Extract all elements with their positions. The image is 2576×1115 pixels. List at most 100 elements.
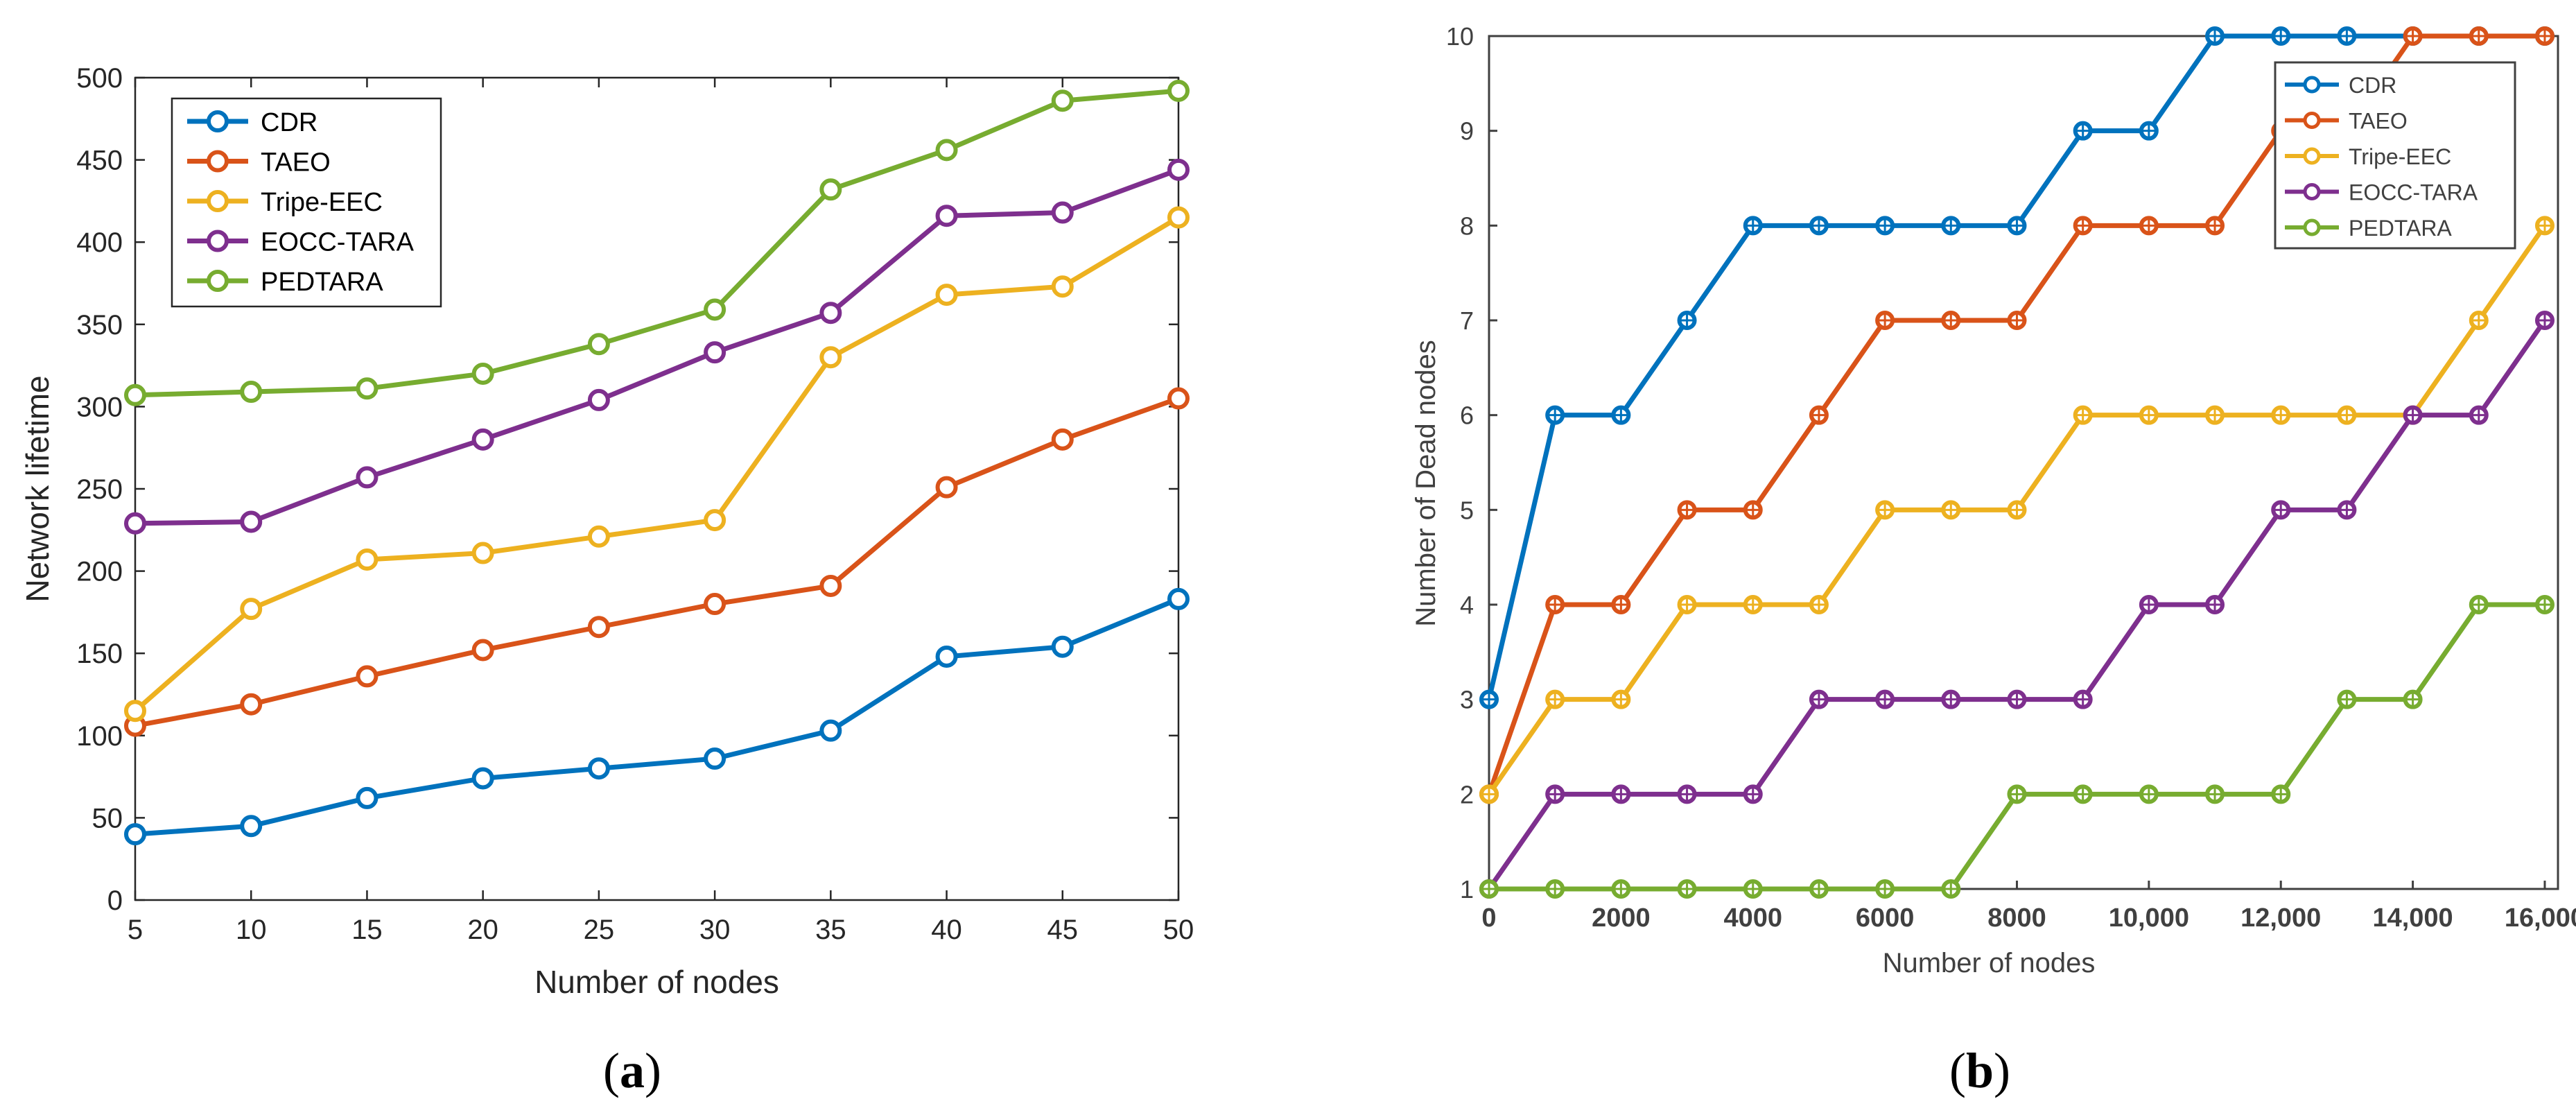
data-point	[1875, 311, 1895, 330]
data-point	[704, 593, 726, 616]
data-point	[1167, 387, 1190, 410]
y-tick-label-a: 50	[92, 803, 123, 833]
data-point	[1051, 201, 1074, 224]
data-point	[1677, 879, 1697, 899]
data-point	[2073, 784, 2093, 804]
data-point	[471, 428, 494, 451]
y-tick-label-b: 6	[1460, 401, 1474, 430]
data-point	[1545, 405, 1565, 425]
data-point	[704, 298, 726, 321]
series-cdr-a	[124, 587, 1190, 846]
data-point	[1809, 595, 1829, 614]
data-point	[2403, 26, 2423, 46]
data-point	[2534, 595, 2555, 614]
data-point	[1743, 784, 1763, 804]
y-tick-label-b: 9	[1460, 117, 1474, 146]
data-point	[2337, 26, 2357, 46]
data-point	[1611, 405, 1631, 425]
data-point	[1051, 89, 1074, 112]
data-point	[1677, 500, 1697, 520]
data-point	[2139, 595, 2159, 614]
data-point	[819, 178, 842, 201]
data-point	[1941, 311, 1961, 330]
legend-swatch-marker-a	[207, 190, 229, 212]
series-line	[134, 396, 1180, 729]
data-point	[2271, 26, 2291, 46]
y-tick-label-a: 250	[76, 474, 123, 505]
y-tick-label-a: 350	[76, 310, 123, 340]
data-point	[1941, 500, 1961, 520]
data-point	[1809, 216, 1829, 236]
y-tick-label-a: 200	[76, 557, 123, 587]
data-point	[2205, 784, 2225, 804]
data-point	[1051, 428, 1074, 451]
data-point	[124, 823, 146, 846]
data-point	[1875, 500, 1895, 520]
x-tick-label-a: 45	[1047, 915, 1079, 945]
data-point	[1051, 275, 1074, 298]
y-tick-label-b: 2	[1460, 780, 1474, 809]
y-tick-label-b: 1	[1460, 875, 1474, 904]
data-point	[240, 381, 263, 404]
data-point	[1743, 500, 1763, 520]
data-point	[1167, 587, 1190, 610]
data-point	[2271, 405, 2291, 425]
x-tick-label-b: 6000	[1856, 904, 1915, 933]
data-point	[2007, 216, 2027, 236]
data-point	[2403, 405, 2423, 425]
data-point	[471, 767, 494, 790]
data-point	[356, 786, 378, 809]
panel-b-caption: (b)	[1949, 1043, 2010, 1098]
data-point	[1479, 879, 1499, 899]
data-point	[471, 542, 494, 564]
data-point	[1809, 405, 1829, 425]
y-tick-label-a: 0	[107, 885, 123, 916]
data-point	[2007, 311, 2027, 330]
data-point	[1875, 879, 1895, 899]
series-pedtara-a	[124, 79, 1190, 406]
data-point	[1809, 879, 1829, 899]
data-point	[1167, 158, 1190, 181]
data-point	[2469, 26, 2489, 46]
data-point	[2073, 216, 2093, 236]
y-tick-label-b: 8	[1460, 211, 1474, 240]
data-point	[471, 639, 494, 662]
data-point	[1545, 784, 1565, 804]
data-point	[704, 509, 726, 532]
x-tick-label-b: 0	[1481, 904, 1496, 933]
series-line	[134, 167, 1180, 526]
y-tick-label-a: 450	[76, 146, 123, 176]
data-point	[2205, 405, 2225, 425]
data-point	[1167, 79, 1190, 102]
data-point	[2139, 405, 2159, 425]
series-line	[134, 596, 1180, 837]
data-point	[1677, 311, 1697, 330]
data-point	[356, 377, 378, 400]
data-point	[2007, 784, 2027, 804]
data-point	[1611, 784, 1631, 804]
data-point	[587, 388, 610, 411]
data-point	[124, 512, 146, 535]
legend-swatch-marker-a	[207, 150, 229, 173]
legend-label-a: PEDTARA	[261, 268, 383, 297]
data-point	[1545, 595, 1565, 614]
data-point	[2534, 216, 2555, 236]
data-point	[1611, 879, 1631, 899]
data-point	[935, 476, 958, 499]
data-point	[2469, 595, 2489, 614]
legend-label-a: EOCC-TARA	[261, 228, 415, 257]
y-tick-label-a: 500	[76, 63, 123, 94]
data-point	[2337, 689, 2357, 709]
data-point	[2139, 216, 2159, 236]
x-tick-label-b: 10,000	[2109, 904, 2189, 933]
x-axis-label-b: Number of nodes	[1883, 948, 2096, 978]
panel-a-chart: 5 10 15 20 25 30 35 40 45 50050100150200250300350…	[19, 63, 1194, 1000]
series-eocc-tara-b	[1479, 311, 2555, 899]
data-point	[240, 510, 263, 533]
panel-a-caption: (a)	[603, 1043, 661, 1098]
data-point	[240, 693, 263, 716]
x-tick-label-b: 16,000	[2505, 904, 2576, 933]
series-eocc-tara-a	[124, 158, 1190, 535]
legend-swatch-marker-a	[207, 270, 229, 292]
data-point	[240, 815, 263, 838]
